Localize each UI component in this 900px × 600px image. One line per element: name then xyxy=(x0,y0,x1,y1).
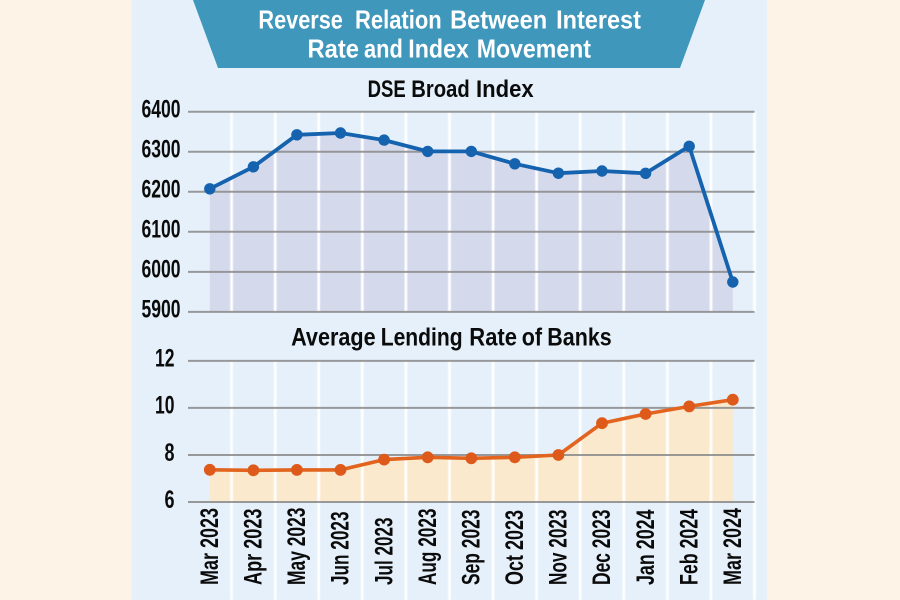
svg-text:Aug 2023: Aug 2023 xyxy=(414,509,442,586)
svg-text:12: 12 xyxy=(155,345,175,373)
svg-text:Mar 2024: Mar 2024 xyxy=(719,508,747,585)
svg-text:8: 8 xyxy=(165,439,175,467)
svg-text:Apr 2023: Apr 2023 xyxy=(240,509,268,586)
svg-text:of: of xyxy=(522,324,543,352)
svg-text:Broad: Broad xyxy=(411,76,469,103)
svg-text:Dec 2023: Dec 2023 xyxy=(588,510,616,586)
svg-text:Nov 2023: Nov 2023 xyxy=(545,510,573,586)
svg-text:Jun 2023: Jun 2023 xyxy=(327,512,355,586)
svg-text:5900: 5900 xyxy=(142,296,181,324)
svg-text:Interest: Interest xyxy=(556,5,641,35)
svg-text:Jul 2023: Jul 2023 xyxy=(370,518,398,586)
svg-text:6000: 6000 xyxy=(142,256,181,284)
svg-text:Index: Index xyxy=(408,34,469,64)
svg-text:Between: Between xyxy=(450,5,547,35)
svg-text:Rate: Rate xyxy=(308,34,360,64)
svg-text:6200: 6200 xyxy=(142,176,181,204)
svg-text:Lending: Lending xyxy=(381,324,463,352)
svg-text:May 2023: May 2023 xyxy=(283,508,311,586)
svg-text:Rate: Rate xyxy=(469,324,517,352)
svg-text:Reverse: Reverse xyxy=(258,5,343,35)
svg-text:Oct 2023: Oct 2023 xyxy=(501,510,529,585)
svg-text:6: 6 xyxy=(165,486,175,514)
svg-text:6300: 6300 xyxy=(142,136,181,164)
svg-text:10: 10 xyxy=(155,392,175,420)
svg-text:Feb 2024: Feb 2024 xyxy=(675,509,703,585)
svg-text:Mar 2023: Mar 2023 xyxy=(196,508,224,585)
svg-text:Movement: Movement xyxy=(477,34,592,64)
svg-text:Average: Average xyxy=(291,324,376,352)
svg-text:Index: Index xyxy=(476,76,534,103)
svg-text:Relation: Relation xyxy=(355,5,442,35)
svg-text:Banks: Banks xyxy=(547,324,611,352)
svg-text:6100: 6100 xyxy=(142,216,181,244)
svg-text:6400: 6400 xyxy=(142,96,181,124)
svg-text:Jan 2024: Jan 2024 xyxy=(632,509,660,585)
svg-text:and: and xyxy=(364,34,403,64)
svg-text:DSE: DSE xyxy=(368,76,406,103)
svg-text:Sep 2023: Sep 2023 xyxy=(458,510,486,586)
